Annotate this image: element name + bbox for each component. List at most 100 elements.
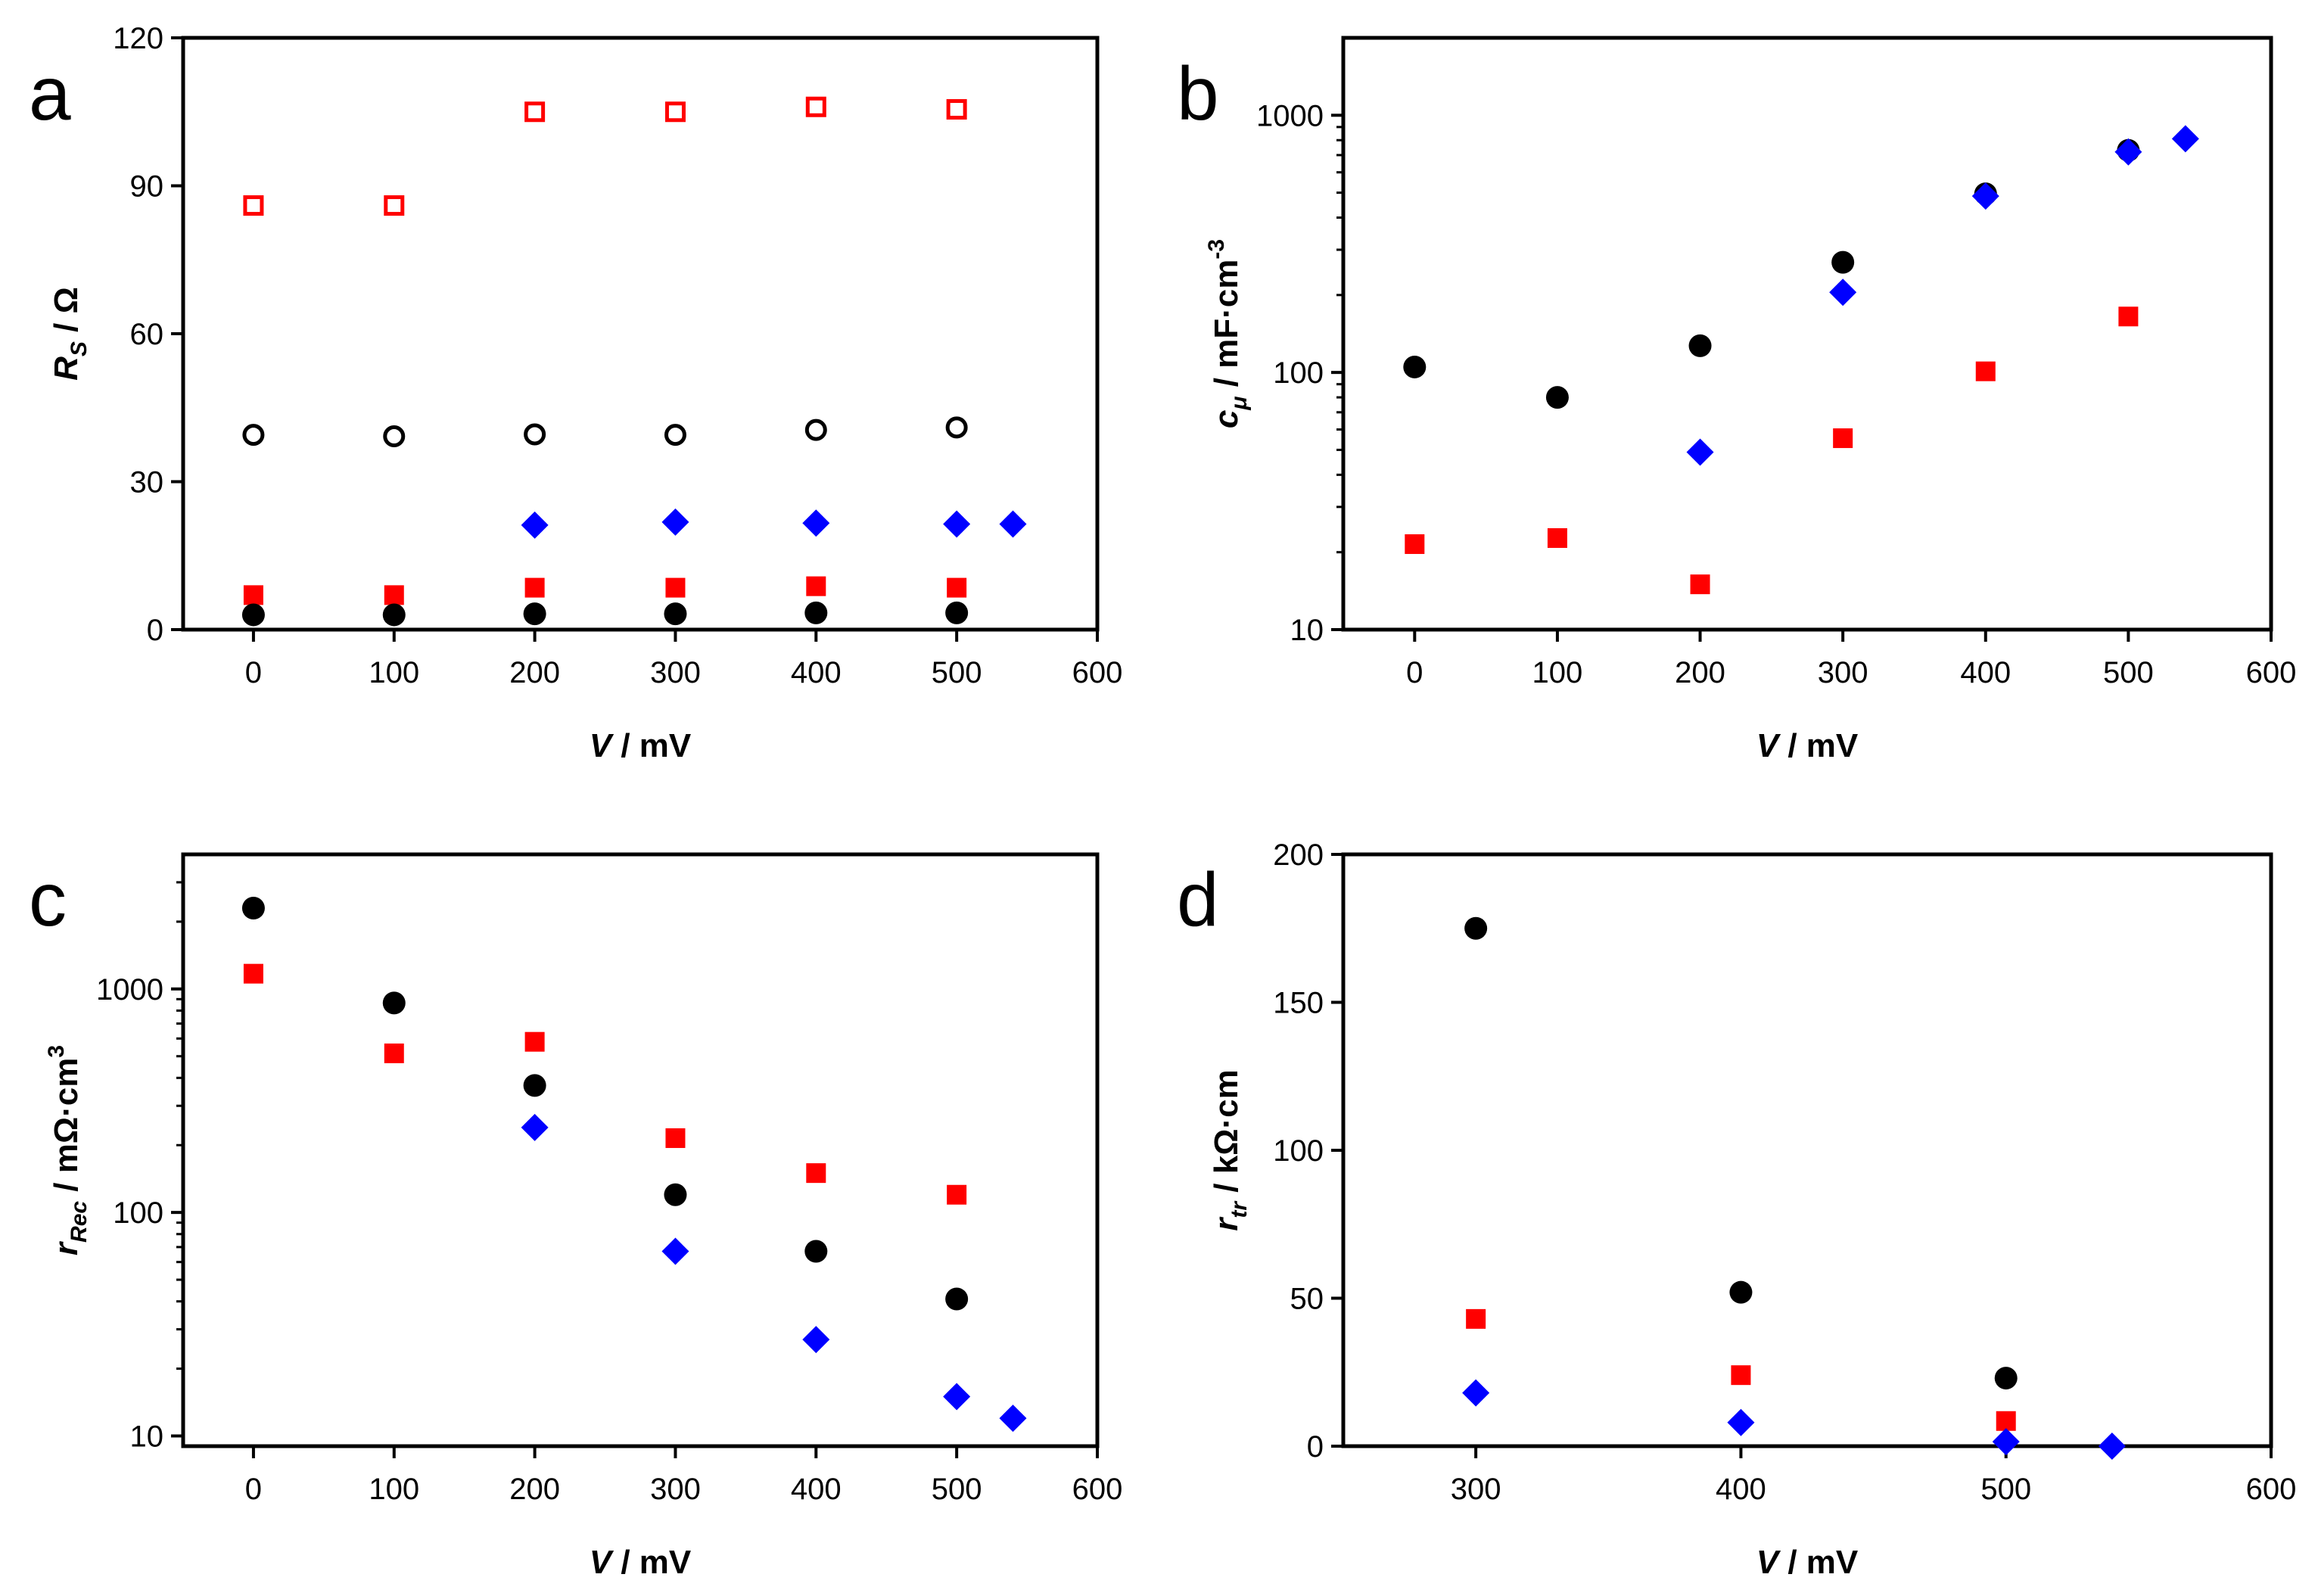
data-point-square — [1996, 1411, 2016, 1431]
x-tick-label: 200 — [509, 1473, 560, 1506]
chart-panel-a: a 0 100 200 300 400 500 600 0 30 60 90 120 V / mV RS /… — [29, 22, 1122, 764]
x-tick-label: 400 — [791, 656, 842, 689]
y-tick-label: 0 — [1307, 1430, 1324, 1464]
data-point-circle — [804, 418, 827, 441]
data-point-square — [1466, 1308, 1486, 1329]
x-tick-label: 500 — [932, 1473, 982, 1506]
data-point-diamond — [1829, 278, 1857, 306]
x-tick-label: 0 — [245, 656, 262, 689]
data-point-diamond — [1462, 1379, 1490, 1407]
data-point-circle — [523, 1074, 546, 1097]
x-tick-label: 300 — [1451, 1473, 1501, 1506]
x-tick-label: 500 — [2103, 656, 2154, 689]
y-tick-label: 100 — [1273, 356, 1324, 390]
data-point-square — [665, 1128, 686, 1148]
data-point-diamond — [661, 1237, 689, 1265]
y-tick-label: 100 — [113, 1196, 163, 1230]
y-tick-label: 120 — [113, 22, 163, 55]
y-axis-title: rtr / kΩ·cm — [1208, 1069, 1252, 1230]
y-tick-label: 0 — [147, 614, 163, 647]
chart-panel-d: d 300 400 500 600 0 50 100 150 200 V / mV rtr / kΩ·… — [1177, 838, 2296, 1581]
data-point-circle — [242, 424, 265, 446]
x-tick-label: 0 — [1406, 656, 1423, 689]
panel-letter-d: d — [1177, 857, 1219, 942]
data-point-square — [947, 577, 967, 598]
x-tick-label: 400 — [1716, 1473, 1766, 1506]
panel-letter-c: c — [29, 857, 67, 942]
x-axis-title: V / mV — [590, 727, 692, 764]
data-point-diamond — [1686, 438, 1714, 466]
series-open-black-circles — [242, 416, 968, 448]
data-point-square — [1547, 528, 1567, 549]
data-point-square — [243, 585, 263, 605]
series-black-circles — [241, 601, 969, 627]
data-point-diamond — [1727, 1408, 1755, 1436]
data-point-diamond — [999, 1405, 1027, 1433]
data-point-square — [1405, 534, 1425, 555]
x-tick-label: 600 — [1072, 1473, 1123, 1506]
data-point-square — [384, 195, 405, 216]
data-point-diamond — [802, 509, 830, 537]
data-point-circle — [1403, 355, 1427, 378]
series-open-red-squares — [243, 96, 967, 216]
series-red-squares — [1405, 306, 2139, 595]
data-point-square — [524, 1031, 545, 1052]
x-tick-label: 200 — [1675, 656, 1725, 689]
data-point-diamond — [661, 508, 689, 536]
data-point-square — [1833, 428, 1853, 449]
plot-frame — [1341, 36, 2273, 632]
x-tick-label: 500 — [932, 656, 982, 689]
data-point-circle — [804, 1240, 828, 1263]
series-blue-diamonds — [1462, 1379, 2126, 1460]
plot-frame — [181, 852, 1100, 1448]
series-black-circles — [1464, 916, 2018, 1390]
x-tick-label: 600 — [2246, 656, 2297, 689]
data-point-circle — [664, 1183, 687, 1206]
data-point-diamond — [2098, 1433, 2126, 1460]
x-tick-label: 400 — [1960, 656, 2011, 689]
x-axis-title: V / mV — [590, 1544, 692, 1581]
data-point-square — [1975, 361, 1996, 381]
y-tick-label: 90 — [130, 170, 164, 204]
y-tick-label: 100 — [1273, 1134, 1324, 1168]
data-point-diamond — [943, 510, 971, 538]
data-point-circle — [382, 991, 406, 1015]
x-tick-label: 600 — [1072, 656, 1123, 689]
y-tick-label: 1000 — [1256, 99, 1324, 132]
data-point-square — [524, 577, 545, 598]
data-point-circle — [945, 601, 969, 624]
series-blue-diamonds — [1686, 125, 2199, 466]
data-point-diamond — [802, 1326, 830, 1354]
y-tick-label: 200 — [1273, 838, 1324, 872]
x-tick-label: 500 — [1980, 1473, 2031, 1506]
data-point-square — [2118, 306, 2139, 327]
data-point-circle — [523, 602, 546, 626]
chart-panel-c: c 0 100 200 300 400 500 600 10 100 1000 V / mV rRec … — [29, 852, 1123, 1581]
chart-panel-b: b 0 100 200 300 400 500 600 10 100 1000 V / mV cμ / … — [1177, 36, 2297, 764]
data-point-square — [1731, 1365, 1751, 1386]
data-point-circle — [241, 896, 265, 919]
data-point-diamond — [2114, 138, 2142, 166]
x-tick-label: 200 — [509, 656, 560, 689]
y-axis-title: RS / Ω — [48, 287, 92, 381]
data-point-circle — [804, 601, 828, 624]
data-point-square — [806, 1163, 826, 1184]
data-point-square — [946, 98, 967, 120]
series-blue-diamonds — [521, 508, 1027, 539]
series-black-circles — [241, 896, 969, 1311]
data-point-square — [805, 96, 826, 117]
data-point-circle — [664, 424, 686, 446]
data-point-circle — [664, 602, 687, 626]
data-point-square — [664, 101, 686, 123]
data-point-circle — [1545, 386, 1569, 409]
data-point-circle — [1994, 1367, 2018, 1390]
x-tick-label: 0 — [245, 1473, 262, 1506]
data-point-square — [243, 963, 263, 984]
panel-letter-b: b — [1177, 51, 1219, 136]
data-point-circle — [1688, 334, 1712, 357]
data-point-square — [384, 585, 404, 605]
data-point-circle — [1729, 1280, 1753, 1304]
data-point-square — [524, 101, 546, 123]
data-point-circle — [945, 416, 968, 439]
data-point-circle — [383, 425, 406, 448]
